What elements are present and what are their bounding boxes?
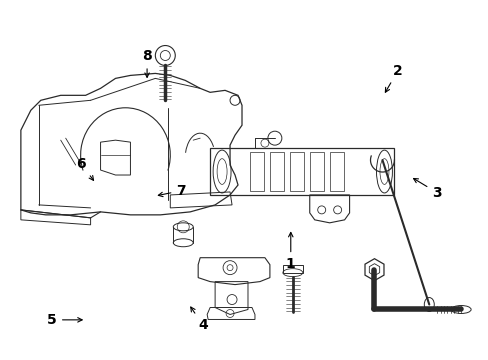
Text: 7: 7: [158, 184, 185, 198]
Text: 8: 8: [142, 49, 152, 77]
Text: 2: 2: [385, 64, 402, 92]
Text: 5: 5: [47, 313, 82, 327]
Text: 6: 6: [76, 157, 93, 180]
Text: 1: 1: [285, 233, 295, 271]
Text: 3: 3: [413, 179, 441, 199]
Text: 4: 4: [190, 307, 207, 332]
